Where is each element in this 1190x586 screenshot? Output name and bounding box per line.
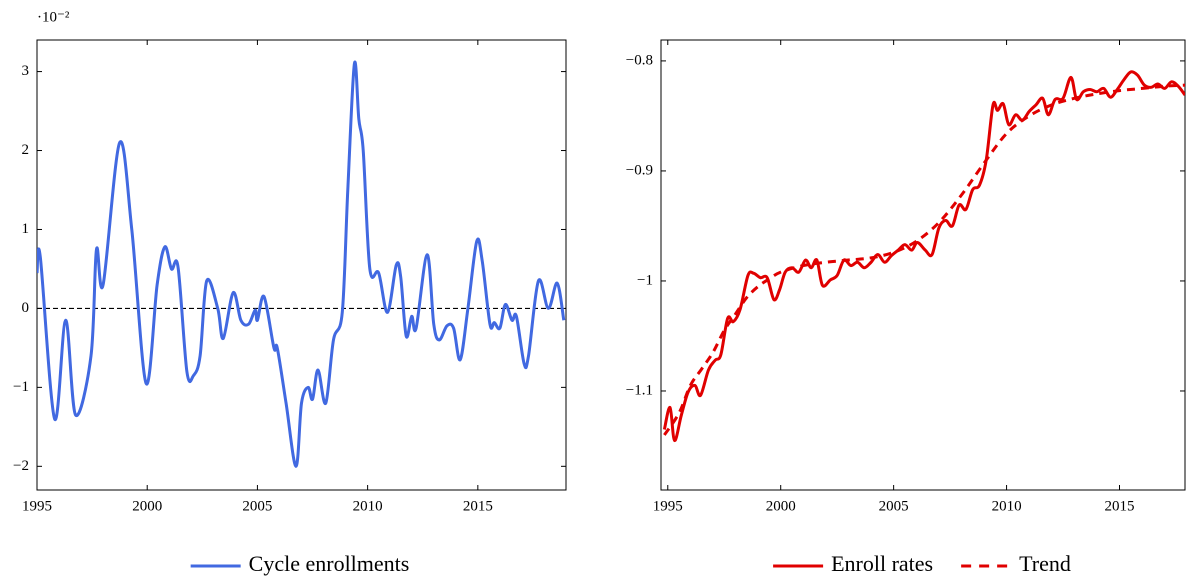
x-tick-label: 1995 (653, 498, 683, 514)
x-tick-label: 2015 (463, 498, 493, 514)
x-tick-label: 2010 (353, 498, 383, 514)
x-tick-label: 1995 (22, 498, 52, 514)
y-multiplier: ·10⁻² (37, 9, 70, 25)
x-tick-label: 2000 (766, 498, 796, 514)
x-tick-label: 2005 (879, 498, 909, 514)
y-tick-label: −2 (13, 458, 29, 474)
series-line (37, 60, 566, 468)
y-tick-label: −0.8 (626, 52, 653, 68)
y-tick-label: −1 (637, 272, 653, 288)
y-tick-label: −1.1 (626, 382, 653, 398)
series-line (662, 70, 1185, 442)
legend-label: Trend (1019, 551, 1071, 576)
y-tick-label: −1 (13, 379, 29, 395)
x-tick-label: 2010 (992, 498, 1022, 514)
y-tick-label: 0 (22, 300, 30, 316)
x-tick-label: 2005 (242, 498, 272, 514)
plot-frame (660, 39, 1186, 491)
y-tick-label: −0.9 (626, 162, 653, 178)
x-tick-label: 2015 (1105, 498, 1135, 514)
y-tick-label: 3 (22, 63, 30, 79)
x-tick-label: 2000 (132, 498, 162, 514)
legend-label: Cycle enrollments (249, 551, 410, 576)
series-line (663, 83, 1185, 436)
y-tick-label: 1 (22, 221, 30, 237)
y-tick-label: 2 (22, 142, 30, 158)
legend-label: Enroll rates (831, 551, 933, 576)
plot-frame (36, 39, 567, 491)
